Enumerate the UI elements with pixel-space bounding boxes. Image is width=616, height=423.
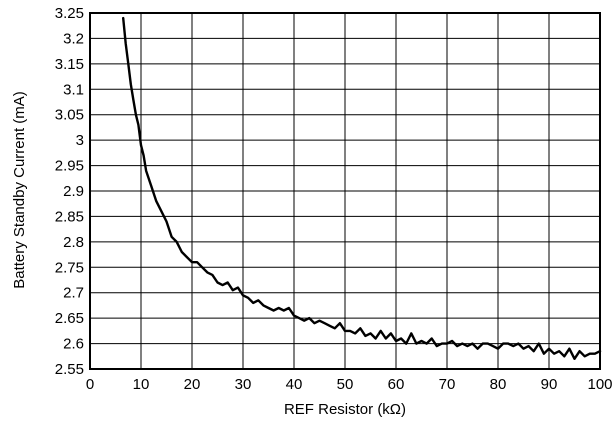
y-tick-label: 2.75: [55, 259, 84, 276]
x-tick-label: 10: [133, 376, 150, 393]
x-tick-labels: 0 10 20 30 40 50 60 70 80 90 100: [86, 376, 613, 393]
y-tick-label: 3.15: [55, 56, 84, 73]
y-tick-label: 2.9: [63, 183, 84, 200]
standby-current-line: [121, 16, 602, 360]
y-tick-label: 3.1: [63, 81, 84, 98]
y-tick-label: 2.95: [55, 158, 84, 175]
y-tick-label: 3.2: [63, 30, 84, 47]
x-tick-label: 50: [337, 376, 354, 393]
x-tick-label: 70: [439, 376, 456, 393]
y-tick-label: 2.85: [55, 208, 84, 225]
x-tick-label: 80: [490, 376, 507, 393]
plot-frame: [89, 12, 601, 370]
x-tick-label: 40: [286, 376, 303, 393]
x-tick-label: 90: [541, 376, 558, 393]
grid-lines: [90, 13, 600, 369]
y-tick-labels: 2.55 2.6 2.65 2.7 2.75 2.8 2.85 2.9 2.95 3 3.05 3.1…: [55, 5, 84, 378]
x-tick-label: 30: [235, 376, 252, 393]
x-tick-label: 0: [86, 376, 94, 393]
x-tick-label: 100: [587, 376, 612, 393]
y-tick-label: 3.25: [55, 5, 84, 22]
series-layer: [121, 16, 602, 360]
y-tick-label: 3: [76, 132, 84, 149]
y-tick-label: 3.05: [55, 107, 84, 124]
y-tick-label: 2.6: [63, 336, 84, 353]
x-tick-label: 60: [388, 376, 405, 393]
x-tick-label: 20: [184, 376, 201, 393]
y-axis-label: Battery Standby Current (mA): [11, 91, 28, 289]
y-tick-label: 2.55: [55, 361, 84, 378]
y-tick-label: 2.7: [63, 285, 84, 302]
y-tick-label: 2.8: [63, 234, 84, 251]
x-axis-label: REF Resistor (kΩ): [284, 401, 406, 418]
y-tick-label: 2.65: [55, 310, 84, 327]
